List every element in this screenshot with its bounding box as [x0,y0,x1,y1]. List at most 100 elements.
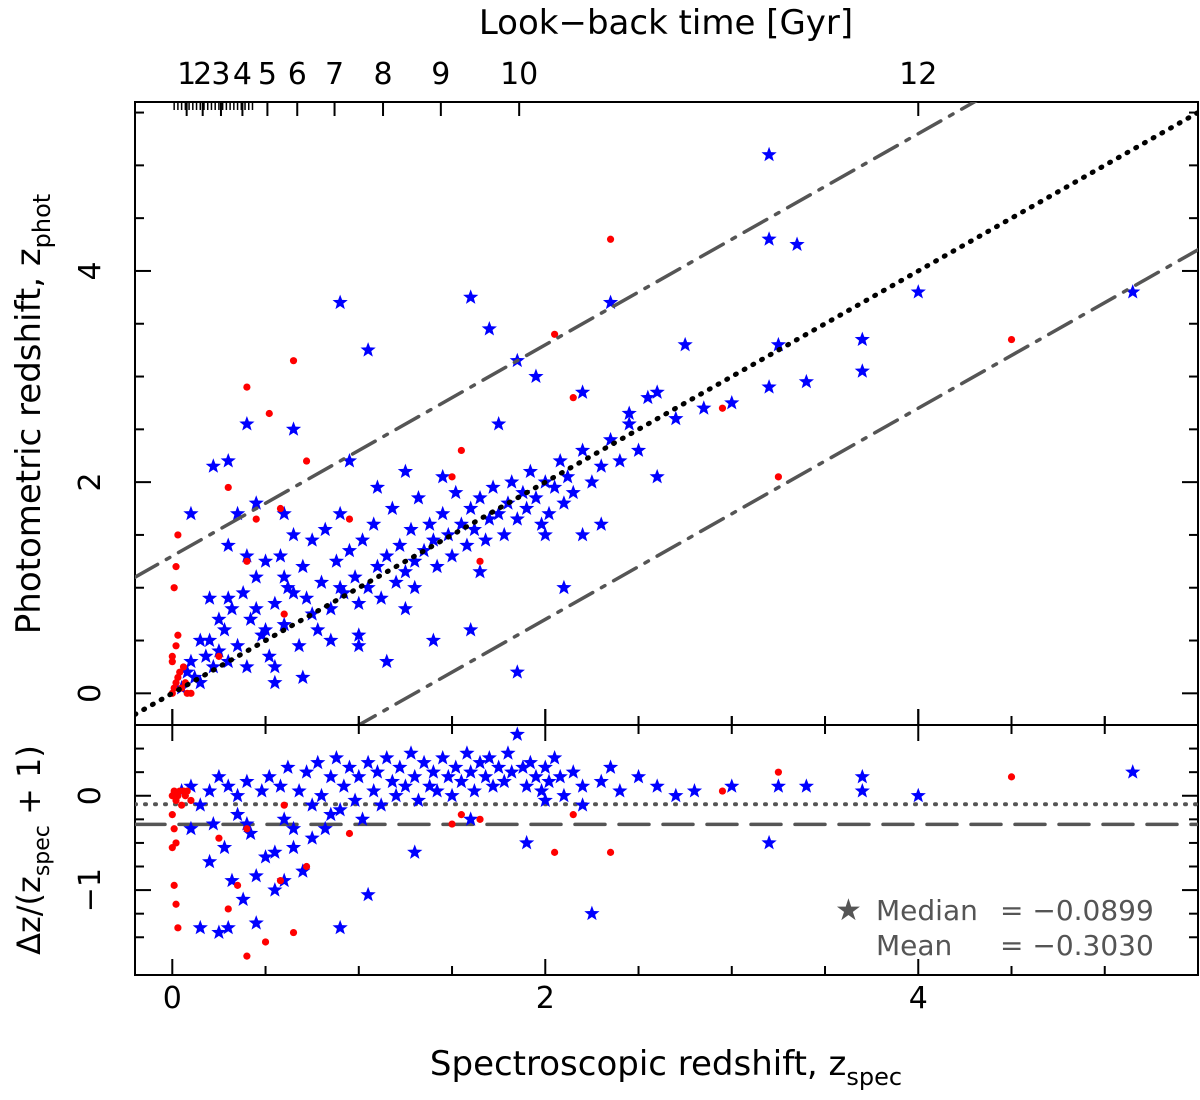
data-point-star [257,553,274,568]
data-point-star [310,754,326,770]
data-point-star [276,616,292,632]
data-point-star [429,783,445,798]
data-point-star [267,595,283,611]
data-point-star [239,548,255,563]
data-point-dot [476,815,484,823]
data-point-dot [302,457,311,465]
data-point-star [397,463,414,479]
data-point-star [224,872,240,888]
x-tick-label: 4 [909,981,928,1016]
data-point-star [211,768,227,784]
data-point-star [280,759,296,774]
data-point-star [332,505,348,521]
y-axis-title-top-main: Photometric redshift, z [9,248,49,634]
lookback-tick-label: 7 [325,57,344,92]
data-point-dot [345,829,354,838]
data-point-star [397,600,414,616]
data-point-dot [174,631,182,639]
legend-median-value: = −0.0899 [1000,894,1154,927]
data-point-dot [289,928,298,937]
data-point-star [198,648,214,663]
data-point-star [373,590,389,605]
y-tick-label: 0 [73,786,108,805]
data-point-star [630,442,647,457]
data-point-dot [276,877,285,885]
data-point-star [472,754,488,770]
x-axis-title-main: Spectroscopic redshift, z [430,1044,846,1084]
data-point-dot [1007,335,1016,344]
data-point-star [547,479,563,494]
data-point-star [235,585,251,600]
data-point-star [276,872,292,888]
data-point-dot [215,834,223,842]
data-point-star [593,516,609,531]
data-point-dot [187,689,195,697]
data-point-star [612,783,628,798]
data-point-star [323,768,339,784]
lookback-tick-label: 6 [288,57,307,92]
data-point-star [276,505,292,521]
data-point-star [192,674,208,690]
data-point-star [463,621,479,637]
data-point-dot [476,557,484,565]
legend-mean-value: = −0.3030 [1000,929,1154,962]
data-point-star [267,674,283,690]
reference-line-upper-bound [135,102,978,579]
data-point-star [541,505,557,521]
data-point-dot [178,801,186,809]
data-point-star [239,658,255,674]
data-point-dot [243,383,251,391]
x-tick-label: 0 [163,981,182,1016]
data-point-star [341,453,358,468]
data-point-star [496,526,512,542]
data-point-star [602,431,619,447]
data-point-star [481,511,497,526]
data-point-star [291,637,307,653]
data-point-star [201,853,218,869]
lookback-tick-label: 4 [233,57,252,92]
data-point-star [522,463,538,479]
data-point-star [798,778,814,793]
data-point-star [491,505,507,521]
data-point-star [328,750,345,765]
data-point-star [541,773,557,789]
data-point-star [267,658,283,674]
data-point-star [463,764,479,779]
data-point-star [267,844,283,859]
y-axis-title-top: Photometric redshift, zphot [9,194,56,634]
data-point-star [485,479,501,494]
data-point-star [649,384,665,399]
data-point-dot [174,531,182,539]
data-point-star [373,797,389,812]
lookback-tick-label: 5 [258,57,277,92]
data-point-star [192,797,208,812]
data-point-star [276,811,292,826]
data-point-star [332,294,348,310]
data-point-dot [265,409,273,418]
data-point-star [201,632,218,647]
data-point-star [304,532,320,547]
data-point-star [448,759,464,774]
data-point-star [384,773,400,789]
data-point-dot [569,394,577,402]
data-point-star [366,783,382,798]
data-point-star [351,637,367,653]
data-point-star [304,830,320,845]
data-point-star [761,834,777,850]
data-point-star [491,759,507,774]
data-point-star [440,526,456,542]
data-point-star [463,289,479,304]
data-point-star [407,553,423,568]
data-point-star [248,600,264,616]
data-point-dot [1007,773,1016,781]
data-point-star [854,331,870,347]
data-point-dot [280,610,288,618]
data-point-dot [168,811,176,819]
lookback-tick-label: 1 [177,57,196,92]
data-point-star [429,558,445,574]
data-point-dot [243,952,251,960]
data-point-dot [174,924,182,932]
data-point-star [360,579,376,595]
data-point-star [229,806,246,822]
data-point-star [347,792,363,807]
